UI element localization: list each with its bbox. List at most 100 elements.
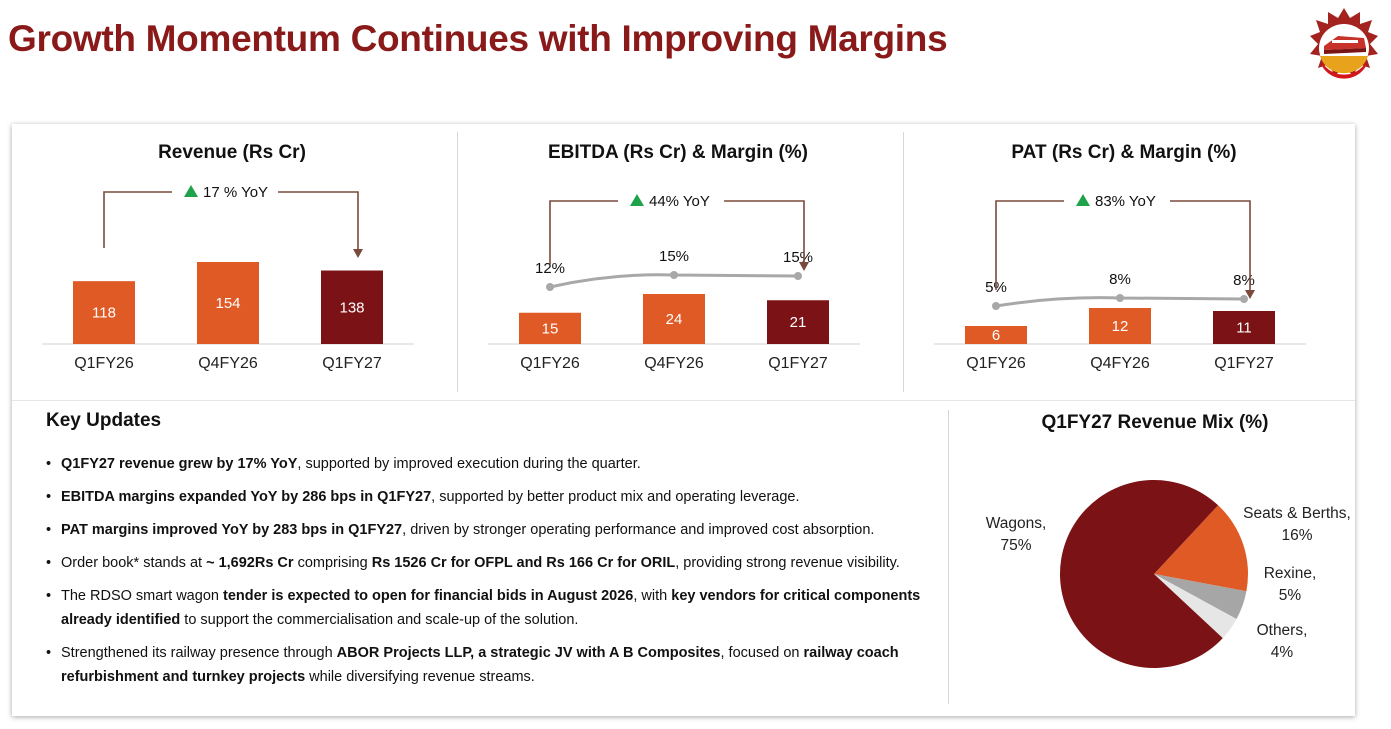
- key-update-text: , with: [633, 588, 672, 604]
- bar: [519, 312, 581, 344]
- chart-title: EBITDA (Rs Cr) & Margin (%): [548, 142, 808, 163]
- x-tick-label: Q1FY26: [966, 355, 1026, 372]
- key-updates-panel: Key Updates Q1FY27 revenue grew by 17% Y…: [46, 410, 926, 698]
- triangle-up-icon: [630, 194, 644, 206]
- key-update-text: Order book* stands at: [61, 555, 207, 571]
- yoy-arrow: [103, 191, 363, 258]
- bar: [1089, 308, 1151, 344]
- margin-line: [549, 273, 799, 289]
- ebitda-chart: EBITDA (Rs Cr) & Margin (%) 15 Q1FY26 24 Q4F…: [488, 142, 860, 372]
- key-update-item: PAT margins improved YoY by 283 bps in Q…: [46, 518, 926, 542]
- bar-value-label: 24: [666, 311, 683, 328]
- bar-value-label: 6: [992, 327, 1000, 344]
- pie-slice-percent: 4%: [1271, 644, 1294, 661]
- margin-point: [1116, 294, 1124, 302]
- x-tick-label: Q1FY26: [520, 355, 580, 372]
- bar-value-label: 15: [542, 320, 559, 337]
- x-tick-label: Q4FY26: [1090, 355, 1150, 372]
- triangle-up-icon: [1076, 194, 1090, 206]
- x-tick-label: Q4FY26: [198, 355, 258, 372]
- pat-chart: PAT (Rs Cr) & Margin (%) 6 Q1FY26 12 Q4FY26 1…: [934, 142, 1306, 372]
- margin-point: [1240, 295, 1248, 303]
- pie-slice-label: Rexine,: [1264, 565, 1317, 582]
- key-update-highlight: Rs 1526 Cr for OFPL and Rs 166 Cr for OR…: [371, 555, 676, 571]
- bar-value-label: 11: [1236, 320, 1252, 337]
- key-update-highlight: EBITDA margins expanded YoY by 286 bps i…: [61, 489, 432, 505]
- pie-slice-percent: 75%: [1000, 537, 1031, 554]
- bar-value-label: 138: [339, 299, 364, 316]
- pie-slice-label: Others,: [1257, 622, 1308, 639]
- bar-value-label: 154: [215, 295, 240, 312]
- margin-label: 8%: [1109, 271, 1131, 288]
- key-update-text: comprising: [293, 555, 372, 571]
- key-update-item: Order book* stands at ~ 1,692Rs Cr compr…: [46, 551, 926, 575]
- pie-slice: [1060, 480, 1223, 668]
- revenue-mix-pie-chart: Q1FY27 Revenue Mix (%) Wagons, 75% Seats & …: [986, 412, 1351, 668]
- pie-slice-percent: 16%: [1281, 527, 1312, 544]
- bar: [643, 294, 705, 344]
- key-update-highlight: ~ 1,692Rs Cr: [206, 555, 294, 571]
- key-update-item: The RDSO smart wagon tender is expected …: [46, 584, 926, 632]
- key-update-text: to support the commercialisation and sca…: [180, 612, 579, 628]
- margin-point: [670, 271, 678, 279]
- bar-value-label: 12: [1112, 318, 1129, 335]
- bar-value-label: 21: [790, 314, 807, 331]
- key-update-text: , supported by improved execution during…: [297, 456, 641, 472]
- margin-point: [546, 283, 554, 291]
- key-update-highlight: key vendors for critical components alre…: [61, 588, 921, 628]
- chart-title: PAT (Rs Cr) & Margin (%): [1011, 142, 1236, 163]
- yoy-arrow: [995, 200, 1255, 299]
- bar: [965, 326, 1027, 344]
- page-title: Growth Momentum Continues with Improving…: [8, 18, 948, 59]
- key-update-item: Strengthened its railway presence throug…: [46, 641, 926, 689]
- margin-label: 12%: [535, 260, 565, 277]
- dashboard-card: Revenue (Rs Cr) 118 Q1FY26 154 Q4FY26 138 Q1FY…: [12, 124, 1355, 716]
- margin-label: 15%: [659, 248, 689, 265]
- bar: [767, 300, 829, 344]
- pie-slice-label: Seats & Berths,: [1243, 505, 1351, 522]
- yoy-label: 44% YoY: [649, 193, 710, 210]
- key-update-text: , driven by stronger operating performan…: [402, 522, 875, 538]
- key-update-item: EBITDA margins expanded YoY by 286 bps i…: [46, 485, 926, 509]
- key-update-highlight: ABOR Projects LLP, a strategic JV with A…: [336, 645, 721, 661]
- key-update-highlight: Q1FY27 revenue grew by 17% YoY: [61, 456, 298, 472]
- margin-point: [794, 272, 802, 280]
- key-update-text: The RDSO smart wagon: [61, 588, 223, 604]
- divider: [903, 132, 904, 392]
- key-updates-title: Key Updates: [46, 410, 162, 431]
- margin-label: 8%: [1233, 272, 1255, 289]
- pie-slice-label: Wagons,: [986, 515, 1047, 532]
- pie-slice: [1154, 574, 1247, 619]
- key-update-text: , providing strong revenue visibility.: [675, 555, 900, 571]
- bar: [73, 281, 135, 344]
- key-update-text: , supported by better product mix and op…: [431, 489, 800, 505]
- chart-title: Q1FY27 Revenue Mix (%): [1041, 412, 1268, 433]
- x-tick-label: Q1FY27: [322, 355, 382, 372]
- margin-line: [995, 296, 1245, 308]
- key-update-highlight: railway coach refurbishment and turnkey …: [61, 645, 899, 685]
- key-updates-list: Q1FY27 revenue grew by 17% YoY, supporte…: [46, 452, 926, 689]
- pie-slice: [1154, 574, 1237, 639]
- x-tick-label: Q1FY27: [1214, 355, 1274, 372]
- margin-point: [992, 302, 1000, 310]
- key-update-item: Q1FY27 revenue grew by 17% YoY, supporte…: [46, 452, 926, 476]
- bar-value-label: 118: [92, 305, 116, 322]
- x-tick-label: Q1FY26: [74, 355, 134, 372]
- bar: [321, 270, 383, 344]
- revenue-chart: Revenue (Rs Cr) 118 Q1FY26 154 Q4FY26 138 Q1FY…: [42, 142, 414, 372]
- bar: [197, 262, 259, 344]
- triangle-up-icon: [184, 185, 198, 197]
- key-update-highlight: tender is expected to open for financial…: [222, 588, 634, 604]
- divider: [457, 132, 458, 392]
- railway-emblem-logo: [1310, 8, 1378, 79]
- margin-label: 15%: [783, 249, 813, 266]
- yoy-label: 83% YoY: [1095, 193, 1156, 210]
- pie-slice: [1154, 505, 1248, 592]
- key-update-text: , focused on: [720, 645, 804, 661]
- x-tick-label: Q1FY27: [768, 355, 828, 372]
- yoy-arrow: [549, 200, 809, 271]
- pie-slice-percent: 5%: [1279, 587, 1302, 604]
- key-update-highlight: PAT margins improved YoY by 283 bps in Q…: [61, 522, 403, 538]
- divider: [948, 410, 949, 704]
- bar: [1213, 311, 1275, 344]
